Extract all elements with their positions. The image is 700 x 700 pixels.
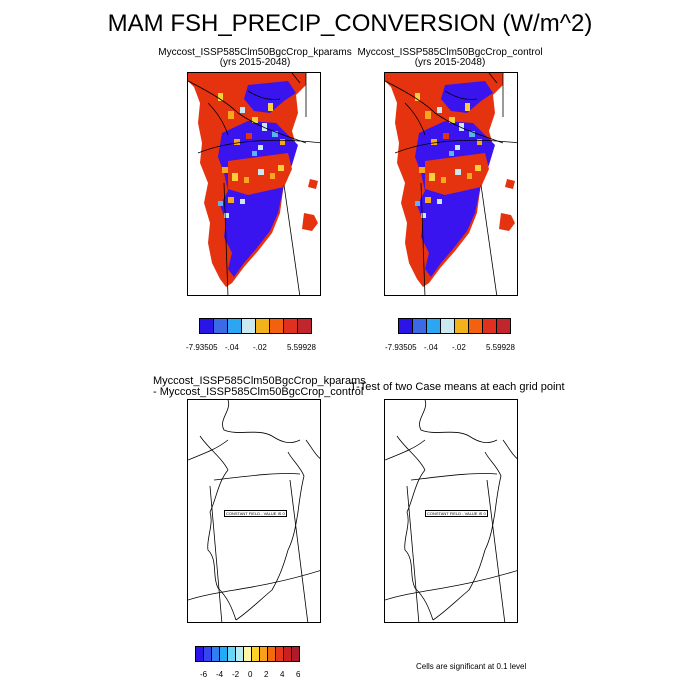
map-panel-difference: CONSTANT FIELD - VALUE IS 0: [187, 399, 321, 623]
colorbar-swatch: [255, 318, 270, 334]
colorbar-swatch: [426, 318, 441, 334]
colorbar-tick-label: -4: [216, 670, 224, 679]
colorbar-swatch: [398, 318, 413, 334]
map-outline: [385, 400, 517, 622]
colorbar-bottom: [195, 646, 300, 662]
colorbar-swatch: [297, 318, 312, 334]
map-outline: [188, 73, 320, 295]
figure-title: MAM FSH_PRECIP_CONVERSION (W/m^2): [107, 10, 593, 37]
colorbar-tick-label: -6: [200, 670, 208, 679]
colorbar-label-max: 5.59928: [287, 343, 316, 352]
panel-title-line2: (yrs 2015-2048): [219, 57, 291, 68]
colorbar-tick-label: 6: [296, 670, 301, 679]
colorbar-label-min: -7.93505: [385, 343, 417, 352]
colorbar-swatch: [482, 318, 497, 334]
colorbar-tick-label: -2: [232, 670, 240, 679]
map-outline: [385, 73, 517, 295]
panel-title-line2: (yrs 2015-2048): [414, 57, 486, 68]
significance-note: Cells are significant at 0.1 level: [416, 662, 527, 671]
greenland-outline-map: [385, 400, 517, 622]
greenland-map-kparams: [188, 73, 320, 295]
colorbar-swatch: [283, 318, 298, 334]
colorbar-tick-label: 0: [248, 670, 253, 679]
colorbar-label: -.04: [424, 343, 438, 352]
colorbar-label: -.02: [452, 343, 466, 352]
colorbar-swatch: [440, 318, 455, 334]
constant-field-label: CONSTANT FIELD - VALUE IS 0: [425, 510, 488, 517]
map-panel-control: [384, 72, 518, 296]
colorbar-tick-label: 2: [264, 670, 269, 679]
colorbar-top-right: [398, 318, 511, 334]
panel-title-line1: Myccost_ISSP585Clm50BgcCrop_kparams: [158, 47, 352, 58]
map-panel-kparams: [187, 72, 321, 296]
colorbar-swatch: [454, 318, 469, 334]
colorbar-label-max: 5.59928: [486, 343, 515, 352]
colorbar-swatch: [227, 318, 242, 334]
panel-title-line1: Myccost_ISSP585Clm50BgcCrop_control: [357, 47, 543, 58]
panel-title-top-right: Myccost_ISSP585Clm50BgcCrop_control (yrs…: [350, 48, 550, 68]
colorbar-swatch: [269, 318, 284, 334]
colorbar-label: -.04: [225, 343, 239, 352]
colorbar-swatch: [199, 318, 214, 334]
colorbar-swatch: [291, 646, 300, 662]
colorbar-swatch: [468, 318, 483, 334]
panel-title-bottom-right: T-Test of two Case means at each grid po…: [350, 381, 565, 393]
colorbar-top-left: [199, 318, 312, 334]
constant-field-label: CONSTANT FIELD - VALUE IS 0: [224, 510, 287, 517]
colorbar-label-min: -7.93505: [186, 343, 218, 352]
panel-title-top-left: Myccost_ISSP585Clm50BgcCrop_kparams (yrs…: [150, 48, 360, 68]
colorbar-swatch: [412, 318, 427, 334]
colorbar-swatch: [213, 318, 228, 334]
greenland-map-control: [385, 73, 517, 295]
map-panel-ttest: CONSTANT FIELD - VALUE IS 0: [384, 399, 518, 623]
panel-title-line1: Myccost_ISSP585Clm50BgcCrop_kparams: [153, 375, 366, 387]
colorbar-tick-label: 4: [280, 670, 285, 679]
greenland-field: [385, 73, 515, 287]
colorbar-bottom-labels: -6 -4 -2 0 2 4 6: [196, 670, 308, 680]
map-outline: [188, 400, 320, 622]
panel-title-line2: - Myccost_ISSP585Clm50BgcCrop_control: [153, 386, 364, 398]
greenland-field: [188, 73, 318, 287]
greenland-outline-map: [188, 400, 320, 622]
colorbar-swatch: [241, 318, 256, 334]
colorbar-swatch: [496, 318, 511, 334]
panel-title-bottom-left: Myccost_ISSP585Clm50BgcCrop_kparams - My…: [153, 376, 366, 398]
colorbar-label: -.02: [253, 343, 267, 352]
